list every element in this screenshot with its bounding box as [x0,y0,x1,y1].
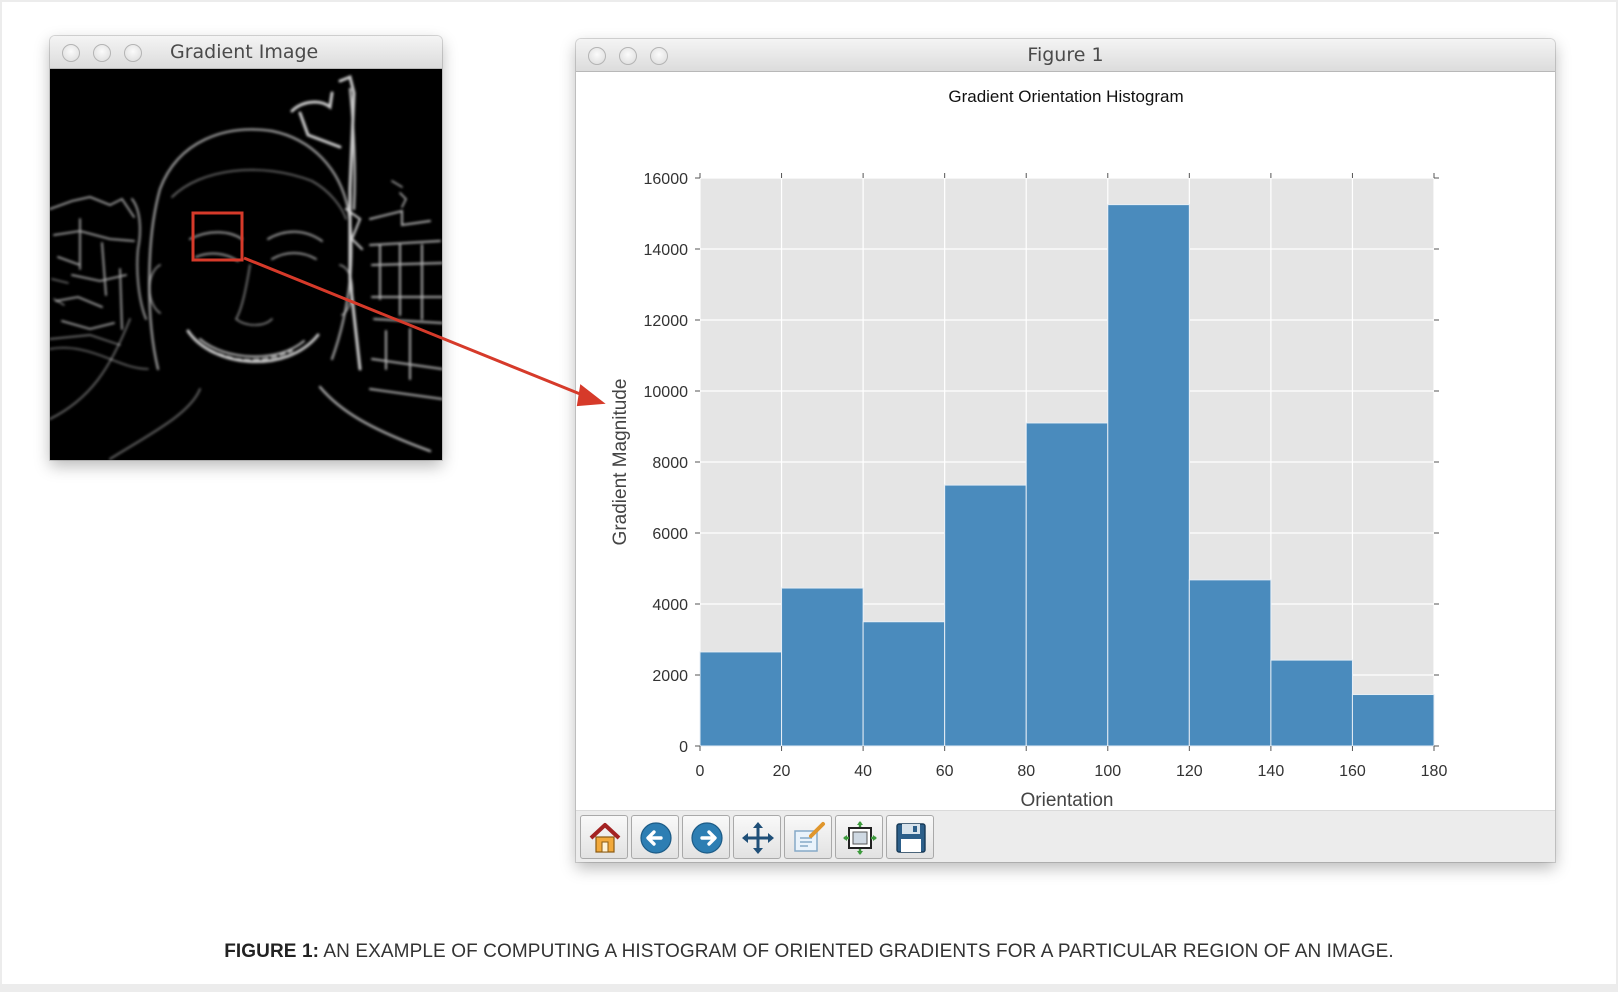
x-tick-label: 120 [1176,763,1203,780]
highlight-region-box [191,211,244,262]
histogram-bar [1107,204,1190,747]
back-icon [640,822,672,854]
x-tick-label: 80 [1017,763,1035,780]
forward-button[interactable] [682,815,730,859]
x-tick-label: 40 [854,763,872,780]
figure-window-title: Figure 1 [1027,44,1104,66]
histogram-chart: Gradient Orientation Histogram 0 20 40 60 80… [610,87,1448,811]
close-window-button[interactable] [62,44,80,62]
figure-window-titlebar[interactable]: Figure 1 [576,39,1555,72]
histogram-bar [699,651,783,747]
home-icon [589,823,621,853]
x-tick-label: 60 [936,763,954,780]
minimize-window-button[interactable] [619,47,637,65]
y-tick-label: 14000 [644,242,689,259]
x-tick-label: 180 [1421,763,1448,780]
y-tick-label: 2000 [652,668,688,685]
x-tick-label: 160 [1339,763,1366,780]
back-button[interactable] [631,815,679,859]
caption-text: AN EXAMPLE OF COMPUTING A HISTOGRAM OF O… [323,941,1394,962]
pan-icon [742,822,774,854]
forward-icon [691,822,723,854]
histogram-bar [944,484,1027,747]
y-tick-label: 8000 [652,455,688,472]
histogram-bar [862,621,946,747]
figure-caption: FIGURE 1: AN EXAMPLE OF COMPUTING A HIST… [0,941,1618,963]
figure-window: Figure 1 Gradient Orientation Histogram … [576,39,1555,862]
x-tick-label: 100 [1094,763,1121,780]
y-tick-label: 16000 [644,171,689,188]
axis-ticks: 0 20 40 60 80 100 120 140 160 180 0 2000 4000 6000 800… [644,171,1448,780]
gradient-window-title: Gradient Image [170,41,319,63]
gradient-image-drawing [50,69,442,460]
histogram-bar [1270,659,1353,747]
caption-label: FIGURE 1: [224,941,320,962]
pan-button[interactable] [733,815,781,859]
figure-canvas[interactable]: Gradient Orientation Histogram 0 20 40 60 80… [576,72,1555,848]
minimize-window-button[interactable] [93,44,111,62]
zoom-icon [794,822,825,852]
y-tick-label: 10000 [644,384,689,401]
gradient-image [50,69,442,460]
gradient-window-titlebar[interactable]: Gradient Image [50,36,442,69]
zoom-window-button[interactable] [124,44,142,62]
figure-toolbar [576,810,1555,862]
home-button[interactable] [580,815,628,859]
window-controls [62,44,142,62]
close-window-button[interactable] [588,47,606,65]
histogram-bar [1025,422,1109,747]
y-tick-label: 12000 [644,313,689,330]
x-tick-label: 0 [696,763,705,780]
subplots-button[interactable] [835,815,883,859]
y-tick-label: 0 [679,739,688,756]
gradient-image-window: Gradient Image [50,36,442,460]
zoom-window-button[interactable] [650,47,668,65]
histogram-bars [699,204,1435,747]
zoom-button[interactable] [784,815,832,859]
chart-title: Gradient Orientation Histogram [948,87,1183,106]
y-tick-label: 6000 [652,526,688,543]
save-icon [896,823,926,853]
x-tick-label: 20 [773,763,791,780]
x-tick-label: 140 [1258,763,1285,780]
window-controls [588,47,668,65]
histogram-bar [1351,694,1435,747]
y-tick-label: 4000 [652,597,688,614]
save-button[interactable] [886,815,934,859]
y-axis-label: Gradient Magnitude [610,379,631,546]
x-axis-label: Orientation [1021,790,1114,810]
subplots-icon [843,821,877,855]
histogram-bar [781,587,864,747]
